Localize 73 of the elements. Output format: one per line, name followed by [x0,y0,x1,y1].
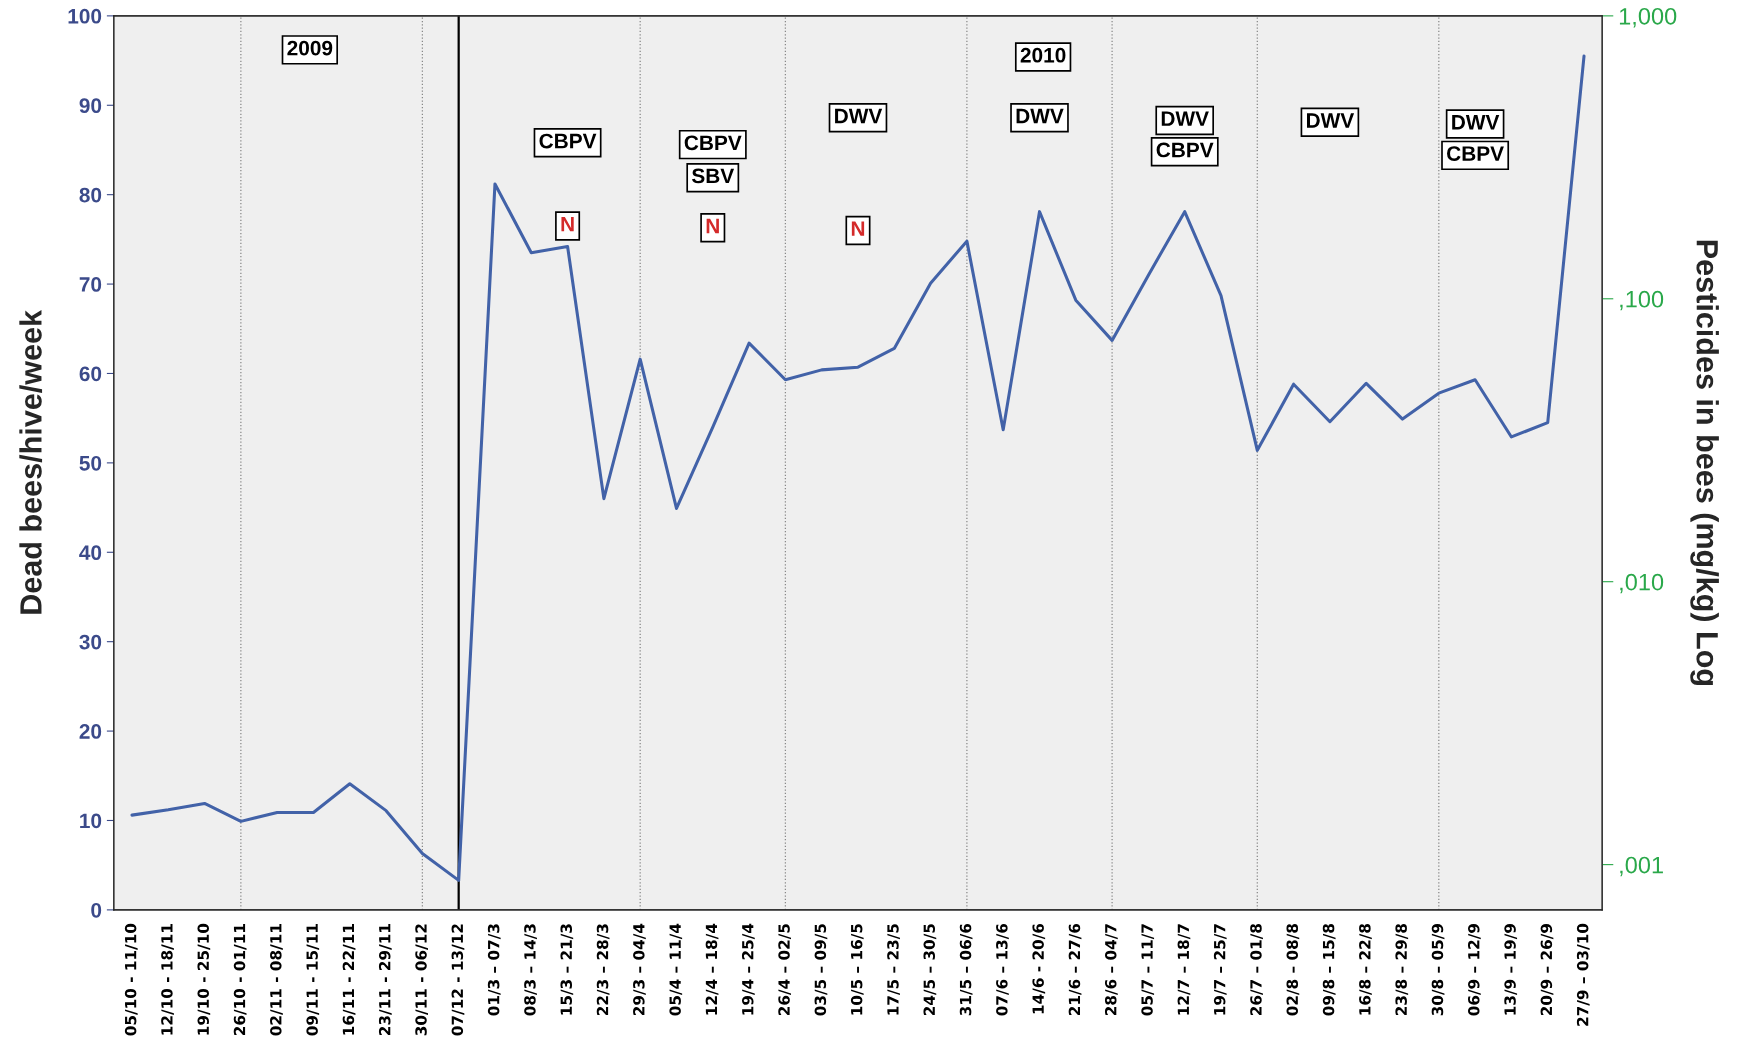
x-tick-label: 12/10 - 18/11 [161,924,174,1035]
y-tick-label: 90 [79,98,102,114]
x-tick-label: 19/10 - 25/10 [197,923,211,1035]
x-tick-label: 09/8 – 15/8 [1322,924,1336,1016]
x-tick-label: 23/8 – 29/8 [1395,924,1409,1016]
x-tick-label: 22/3 – 28/3 [596,924,610,1016]
annotation: N [561,217,574,232]
x-tick-label: 23/11 - 29/11 [378,924,392,1036]
annotation: 2010 [1020,47,1066,63]
category-label: ,100 [1620,290,1664,311]
x-tick-label: 07/6 – 13/6 [996,923,1009,1016]
x-tick-label: 01/3 – 07/3 [487,924,501,1016]
annotation: CBPV [684,135,742,151]
y-tick-label: 0 [91,902,102,918]
annotation: SBV [691,168,735,184]
x-tick-label: 02/8 – 08/8 [1286,924,1300,1016]
annotation: N [706,218,719,234]
x-tick-label: 03/5 – 09/5 [814,924,828,1016]
x-tick-label: 29/3 – 04/4 [633,923,646,1016]
y-tick-label: 100 [68,8,102,24]
y-tick-label: 50 [79,455,102,471]
x-tick-label: 21/6 – 27/6 [1068,923,1082,1016]
annotation: DWV [1016,108,1064,124]
x-tick-label: 31/5 – 06/6 [959,923,973,1016]
x-tick-label: 09/11 - 15/11 [306,924,320,1036]
annotation: CBPV [1156,142,1214,158]
x-tick-label: 14/6 - 20/6 [1032,923,1046,1014]
category-label: 1,000 [1619,7,1677,28]
y-axis-title: Dead bees/hive/week [19,309,43,614]
y-tick-label: 70 [79,277,102,292]
y-tick-label: 10 [80,813,102,829]
y-tick-label: 30 [79,634,102,650]
x-tick-label: 19/7 – 25/7 [1213,924,1227,1015]
x-tick-label: 17/5 – 23/5 [887,924,900,1015]
x-tick-label: 13/9 – 19/9 [1504,924,1518,1015]
x-tick-label: 05/4 – 11/4 [669,923,683,1016]
annotation: DWV [835,108,883,124]
y-tick-label: 40 [79,545,102,561]
annotation: N [851,221,865,236]
x-tick-label: 05/7 – 11/7 [1141,924,1155,1016]
x-tick-label: 26/4 – 02/5 [778,924,792,1016]
x-tick-label: 15/3 – 21/3 [560,924,574,1015]
x-tick-label: 30/11 - 06/12 [415,924,429,1036]
category-label: ,010 [1620,573,1664,594]
y-tick-label: 80 [79,187,102,203]
annotation: DWV [1161,111,1209,126]
x-tick-label: 20/9 – 26/9 [1540,924,1554,1016]
x-tick-label: 08/3 – 14/3 [524,924,537,1016]
x-tick-label: 16/11 - 22/11 [342,924,356,1035]
x-tick-label: 16/8 – 22/8 [1359,924,1372,1015]
x-tick-label: 30/8 – 05/9 [1431,924,1445,1016]
y-tick-label: 60 [79,366,102,382]
x-tick-label: 26/7 – 01/8 [1250,924,1263,1016]
x-tick-label: 06/9 – 12/9 [1467,924,1481,1016]
annotation: DWV [1307,113,1355,128]
x-tick-label: 05/10 - 11/10 [124,923,138,1036]
annotation: CBPV [539,133,597,149]
x-tick-label: 12/4 – 18/4 [705,923,719,1015]
y2-axis-title: Pesticides in bees (mg/kg) Log [1690,240,1719,685]
annotation: CBPV [1447,146,1504,161]
x-tick-label: 10/5 – 16/5 [850,924,864,1015]
category-label: ,001 [1620,856,1663,877]
x-tick-label: 28/6 – 04/7 [1104,924,1118,1016]
x-tick-label: 07/12 - 13/12 [451,924,465,1036]
x-tick-label: 12/7 – 18/7 [1177,924,1191,1015]
y-tick-label: 20 [79,724,102,739]
annotation: DWV [1452,115,1500,130]
x-tick-label: 02/11 - 08/11 [270,924,283,1036]
annotation: 2009 [287,40,333,56]
x-tick-label: 27/9 – 03/10 [1576,923,1590,1026]
x-tick-label: 26/10 - 01/11 [233,924,247,1036]
x-tick-label: 24/5 – 30/5 [923,924,937,1016]
x-tick-label: 19/4 – 25/4 [741,923,755,1015]
